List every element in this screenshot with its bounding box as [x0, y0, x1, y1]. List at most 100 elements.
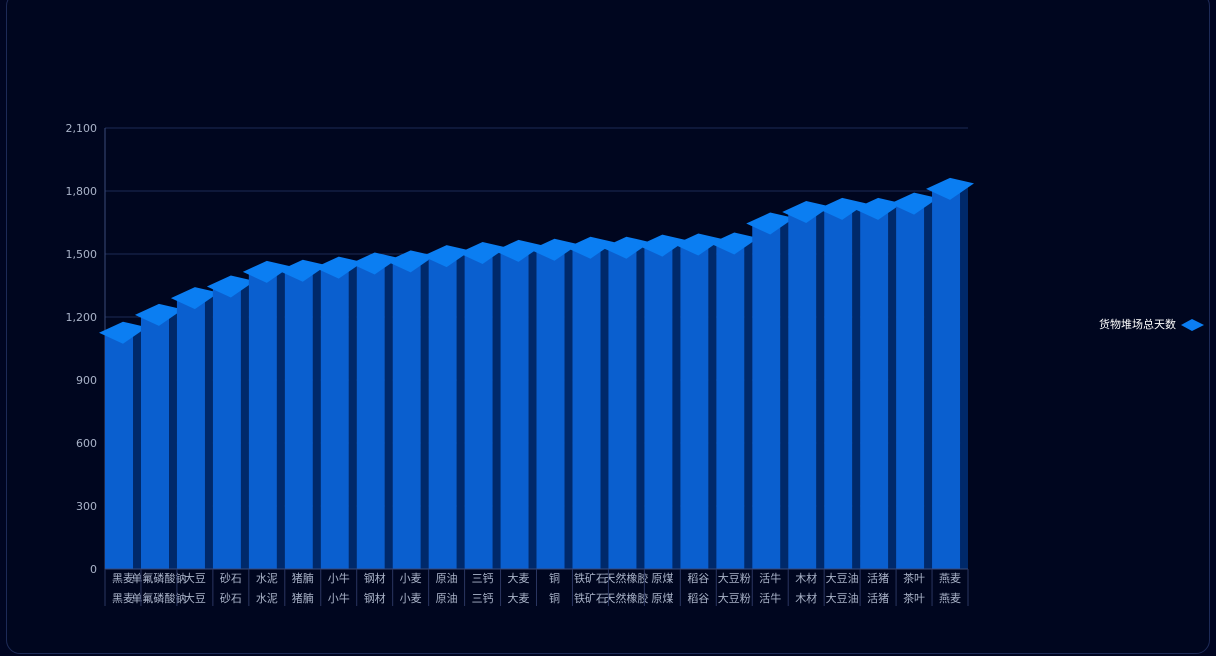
bar — [890, 192, 939, 569]
bar-front — [176, 298, 205, 569]
x-tick-label: 原煤 — [651, 592, 673, 605]
x-tick-label: 砂石 — [220, 592, 242, 605]
bar-side — [816, 206, 825, 569]
bar-front — [896, 203, 925, 569]
bar-top — [242, 260, 291, 283]
bar-side — [240, 281, 249, 569]
bar-front — [932, 188, 961, 569]
x-tick-label: 大麦 — [508, 571, 530, 585]
x-tick-label: 大豆油 — [826, 591, 859, 605]
y-tick-label: 0 — [90, 563, 97, 576]
x-axis: 黑麦黑麦单氟磷酸钠单氟磷酸钠大豆大豆砂石砂石水泥水泥猪腩猪腩小牛小牛钢材钢材小麦… — [104, 568, 969, 606]
bar-side — [708, 239, 717, 570]
bar-top — [818, 197, 867, 220]
bar-side — [564, 244, 573, 570]
x-tick-label: 钢材 — [364, 591, 386, 605]
bar — [422, 245, 471, 569]
bar-side — [744, 238, 753, 569]
bar-front — [680, 244, 709, 570]
x-tick-label: 猪腩 — [292, 591, 314, 605]
bar-side — [133, 327, 141, 569]
x-tick-label: 铁矿石 — [574, 572, 607, 585]
bar-top — [782, 201, 831, 223]
x-tick-label: 黑麦 — [112, 572, 134, 585]
x-tick-label: 铁矿石 — [574, 592, 607, 605]
bar — [350, 252, 399, 569]
bar — [818, 197, 867, 569]
bar-side — [169, 309, 177, 569]
bar — [674, 233, 723, 570]
bar-top — [99, 321, 147, 344]
bar — [782, 201, 831, 569]
bar — [566, 236, 615, 569]
legend[interactable]: 货物堆场总天数 — [1099, 317, 1204, 331]
bar-top — [638, 234, 687, 257]
bar-top — [314, 256, 363, 279]
bar-top — [530, 238, 579, 261]
bar-front — [428, 256, 457, 569]
y-tick-label: 300 — [76, 500, 97, 513]
bar-top — [710, 232, 759, 255]
x-tick-label: 三钙 — [472, 571, 494, 585]
x-tick-label: 铜 — [549, 591, 560, 605]
x-tick-label: 燕麦 — [939, 572, 961, 585]
x-tick-label: 燕麦 — [939, 592, 961, 605]
bar — [134, 303, 183, 569]
bar-front — [140, 314, 170, 569]
bar-side — [528, 245, 537, 569]
bar — [602, 236, 651, 569]
bar — [746, 212, 795, 570]
bar-side — [204, 292, 213, 569]
bar-side — [492, 247, 501, 569]
bar — [494, 239, 543, 569]
bar-top — [854, 197, 903, 220]
bar-side — [312, 265, 321, 569]
bar — [638, 234, 687, 569]
bar-front — [212, 286, 241, 569]
y-tick-label: 600 — [76, 437, 97, 450]
bar-side — [924, 198, 933, 569]
x-tick-label: 原煤 — [651, 572, 673, 585]
x-tick-label: 小麦 — [400, 572, 422, 585]
x-tick-label: 砂石 — [220, 572, 242, 585]
bar-side — [348, 262, 357, 569]
bar-front — [608, 247, 637, 569]
bar-front — [105, 332, 134, 569]
bar-front — [824, 208, 853, 569]
bar — [278, 259, 327, 569]
x-tick-label: 天然橡胶 — [604, 571, 648, 585]
x-tick-label: 小牛 — [328, 571, 350, 585]
bar-top — [674, 233, 723, 256]
bar-front — [392, 261, 421, 569]
bar-front — [536, 249, 565, 570]
x-tick-label: 活猪 — [867, 572, 889, 585]
x-tick-label: 大豆粉 — [718, 571, 751, 585]
bar-front — [248, 271, 277, 569]
bar-front — [644, 245, 673, 569]
x-tick-label: 原油 — [436, 591, 458, 605]
bar-front — [500, 250, 529, 569]
bar-top — [566, 236, 615, 259]
bar-front — [284, 270, 313, 569]
bar — [854, 197, 903, 569]
bar — [530, 238, 579, 570]
x-tick-label: 木材 — [795, 571, 817, 585]
bar-side — [852, 203, 861, 569]
bar — [170, 287, 219, 569]
bar-side — [276, 266, 285, 569]
bar-side — [420, 255, 429, 569]
x-tick-label: 单氟磷酸钠 — [131, 591, 186, 605]
bar-top — [278, 259, 327, 282]
bar-side — [960, 183, 968, 569]
bar-top — [746, 212, 795, 235]
bar-front — [572, 247, 601, 569]
y-axis: 0 300 600 900 1,200 1,500 1,800 2,100 — [66, 122, 106, 576]
x-tick-label: 钢材 — [364, 571, 386, 585]
y-tick-label: 900 — [76, 374, 97, 387]
x-tick-label: 木材 — [795, 591, 817, 605]
bar-front — [356, 263, 385, 569]
bar — [458, 241, 507, 569]
bar-front — [788, 212, 817, 569]
x-tick-label: 大豆 — [184, 591, 206, 605]
x-tick-label: 活猪 — [867, 592, 889, 605]
